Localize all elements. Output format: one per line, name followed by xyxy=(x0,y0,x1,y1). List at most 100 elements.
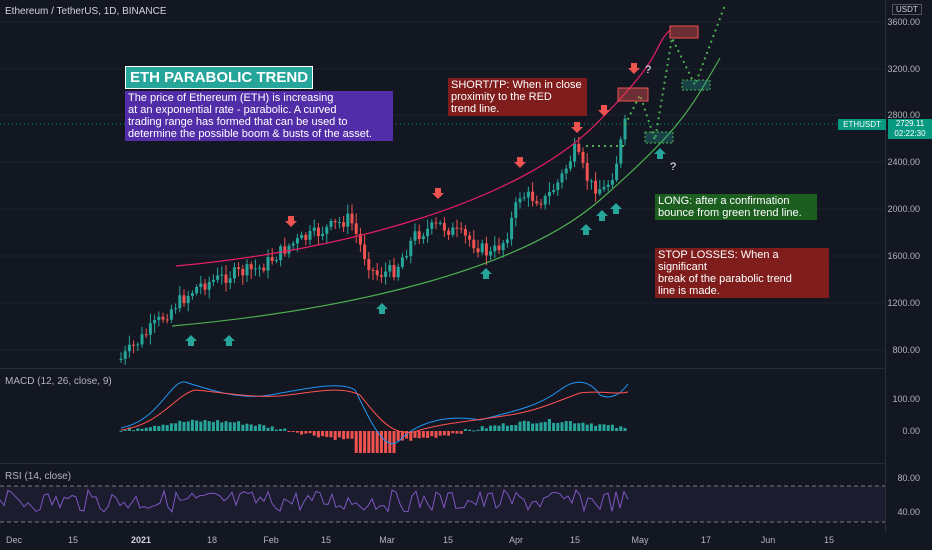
candle-body xyxy=(463,229,467,236)
rsi-line xyxy=(0,488,629,513)
price-tick: 2400.00 xyxy=(887,157,920,167)
macd-bar xyxy=(270,426,274,431)
macd-bar xyxy=(245,423,249,431)
candle-body xyxy=(543,196,547,205)
macd-bar xyxy=(123,429,127,431)
macd-bar xyxy=(249,424,253,431)
macd-bar xyxy=(526,421,530,431)
macd-label[interactable]: MACD (12, 26, close, 9) xyxy=(5,376,112,387)
candle-body xyxy=(413,231,417,241)
macd-bar xyxy=(148,427,152,431)
currency-label[interactable]: USDT xyxy=(892,4,922,15)
macd-bar xyxy=(174,423,178,431)
annotation-long[interactable]: LONG: after a confirmation bounce from g… xyxy=(655,194,817,220)
candle-body xyxy=(165,319,169,321)
candle-body xyxy=(144,334,148,336)
candle-body xyxy=(279,246,283,261)
macd-bar xyxy=(413,431,417,438)
macd-bar xyxy=(417,431,421,439)
target-box-green xyxy=(644,131,674,144)
candle-body xyxy=(526,191,530,198)
macd-bar xyxy=(585,424,589,431)
macd-bar xyxy=(186,421,190,431)
arrow-up-icon xyxy=(185,335,197,346)
candle-body xyxy=(342,222,346,227)
candle-body xyxy=(354,223,358,234)
candle-body xyxy=(430,222,434,229)
macd-bar xyxy=(505,425,509,431)
price-tick: 3200.00 xyxy=(887,64,920,74)
macd-bar xyxy=(384,431,388,453)
arrow-up-icon xyxy=(580,224,592,235)
target-box-red xyxy=(669,25,699,39)
annotation-intro[interactable]: The price of Ethereum (ETH) is increasin… xyxy=(125,91,393,141)
annotation-stop-losses[interactable]: STOP LOSSES: When a significant break of… xyxy=(655,248,829,298)
macd-bar xyxy=(211,422,215,431)
macd-bar xyxy=(182,421,186,431)
candle-body xyxy=(409,240,413,257)
macd-bar xyxy=(610,424,614,431)
price-tick: 1200.00 xyxy=(887,298,920,308)
candle-body xyxy=(140,334,144,345)
price-axis[interactable] xyxy=(885,0,932,532)
macd-tick: 100.00 xyxy=(892,394,920,404)
macd-bar xyxy=(337,431,341,438)
macd-bar xyxy=(606,425,610,431)
macd-bar xyxy=(169,423,173,431)
candle-body xyxy=(178,295,182,309)
macd-bar xyxy=(136,428,140,431)
macd-bar xyxy=(539,422,543,431)
candle-body xyxy=(417,231,421,240)
time-tick: Feb xyxy=(263,535,279,545)
arrow-down-icon xyxy=(285,216,297,227)
macd-bar xyxy=(132,430,136,432)
macd-bar xyxy=(577,423,581,431)
macd-bar xyxy=(556,422,560,431)
candle-body xyxy=(308,230,312,240)
candle-body xyxy=(589,180,593,182)
pane-divider-rsi[interactable] xyxy=(0,463,885,464)
macd-bar xyxy=(253,425,257,431)
candle-body xyxy=(421,236,425,240)
rsi-label[interactable]: RSI (14, close) xyxy=(5,471,72,482)
candle-body xyxy=(438,222,442,224)
rsi-tick: 80.00 xyxy=(897,473,920,483)
macd-bar xyxy=(547,419,551,431)
candle-body xyxy=(472,239,476,249)
macd-bar xyxy=(354,431,358,453)
candle-body xyxy=(283,246,287,254)
candle-body xyxy=(455,227,459,229)
candle-body xyxy=(241,269,245,276)
time-tick: 15 xyxy=(569,535,581,545)
candle-body xyxy=(426,228,430,237)
candle-body xyxy=(132,344,136,346)
candle-body xyxy=(300,234,304,239)
candle-body xyxy=(211,279,215,282)
time-tick: Dec xyxy=(5,535,23,545)
macd-bar xyxy=(144,427,148,431)
macd-bar xyxy=(476,429,480,431)
macd-bar xyxy=(409,431,413,441)
macd-bar xyxy=(224,421,228,431)
candle-body xyxy=(384,271,388,277)
candle-body xyxy=(363,244,367,260)
macd-bar xyxy=(140,428,144,431)
candle-body xyxy=(568,161,572,169)
candle-body xyxy=(312,227,316,231)
macd-bar xyxy=(497,425,501,431)
macd-bar xyxy=(442,431,446,436)
arrow-down-icon xyxy=(432,188,444,199)
macd-bar xyxy=(190,419,194,431)
time-tick: Mar xyxy=(379,535,395,545)
annotation-short-tp[interactable]: SHORT/TP: When in close proximity to the… xyxy=(448,78,587,116)
macd-bar xyxy=(400,431,404,441)
pane-divider-macd[interactable] xyxy=(0,368,885,369)
candle-body xyxy=(606,184,610,188)
candle-body xyxy=(123,351,127,359)
annotation-title[interactable]: ETH PARABOLIC TREND xyxy=(125,66,314,89)
macd-bar xyxy=(484,428,488,431)
macd-bar xyxy=(119,430,123,432)
arrow-up-icon xyxy=(610,203,622,214)
